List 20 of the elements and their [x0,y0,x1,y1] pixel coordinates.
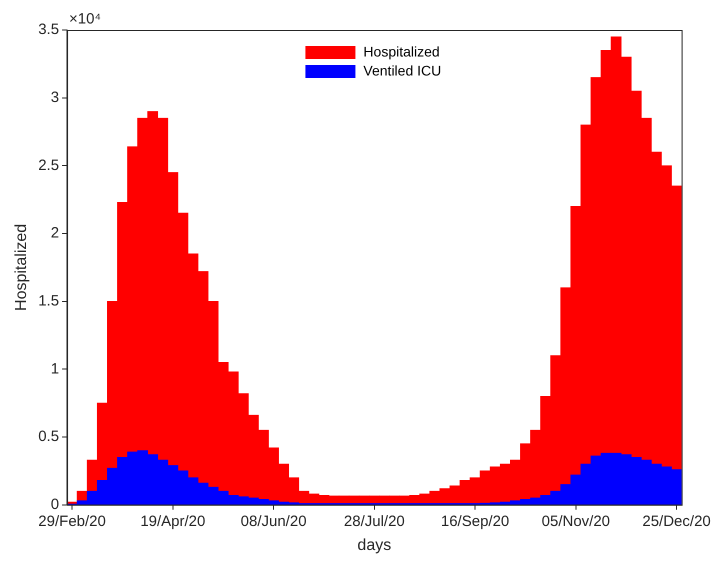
x-tick-label: 08/Jun/20 [240,512,307,530]
y-tick-label: 1 [50,360,60,378]
x-tick-label: 29/Feb/20 [38,512,106,530]
y-tick-label: 2 [50,224,60,242]
x-tick-label: 19/Apr/20 [140,512,206,530]
y-axis-title: Hospitalized [13,224,30,311]
y-tick-label: 1.5 [38,292,60,310]
legend-label: Hospitalized [363,43,440,60]
y-tick-label: 3.5 [38,21,60,38]
x-tick-label: 25/Dec/20 [642,512,711,530]
y-tick-label: 0.5 [38,428,60,446]
x-axis-title: days [357,536,392,554]
x-tick-label: 16/Sep/20 [440,512,510,530]
legend-label: Ventiled ICU [363,62,442,78]
text: ×10⁴ [69,10,101,28]
x-tick-label: 28/Jul/20 [344,512,405,530]
y-tick-label: 3 [50,88,60,106]
y-tick-label: 2.5 [38,156,60,174]
x-tick-label: 05/Nov/20 [542,512,610,530]
y-tick-label: 0 [50,496,60,513]
